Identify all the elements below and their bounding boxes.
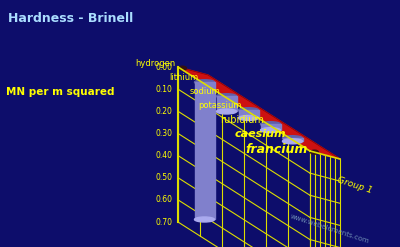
Ellipse shape — [238, 115, 258, 121]
Text: francium: francium — [246, 143, 308, 156]
Ellipse shape — [222, 94, 230, 98]
Ellipse shape — [266, 122, 274, 126]
Polygon shape — [238, 110, 258, 118]
Ellipse shape — [260, 122, 280, 127]
Text: 0.20: 0.20 — [155, 107, 172, 116]
Polygon shape — [194, 82, 214, 220]
Text: caesium: caesium — [234, 129, 286, 139]
Ellipse shape — [282, 136, 302, 141]
Polygon shape — [178, 67, 340, 159]
Ellipse shape — [200, 80, 208, 84]
Ellipse shape — [260, 128, 280, 133]
Text: lithium: lithium — [169, 73, 198, 82]
Ellipse shape — [310, 150, 318, 154]
Text: sodium: sodium — [189, 87, 220, 96]
Text: 0.10: 0.10 — [155, 85, 172, 94]
Ellipse shape — [244, 108, 252, 112]
Text: rubidium: rubidium — [220, 115, 264, 125]
Ellipse shape — [288, 136, 296, 140]
Text: 0.30: 0.30 — [155, 129, 172, 138]
Text: Hardness - Brinell: Hardness - Brinell — [8, 12, 133, 25]
Polygon shape — [282, 138, 302, 141]
Polygon shape — [216, 96, 236, 111]
Text: potassium: potassium — [198, 101, 242, 110]
Ellipse shape — [216, 94, 236, 99]
Ellipse shape — [238, 108, 258, 113]
Ellipse shape — [194, 80, 214, 85]
Text: Group 1: Group 1 — [336, 175, 374, 195]
Ellipse shape — [216, 109, 236, 114]
Text: 0.40: 0.40 — [155, 151, 172, 160]
Text: hydrogen: hydrogen — [136, 59, 176, 68]
Polygon shape — [260, 124, 280, 130]
Text: MN per m squared: MN per m squared — [6, 87, 114, 97]
Ellipse shape — [194, 217, 214, 222]
Text: 0.50: 0.50 — [155, 173, 172, 182]
Ellipse shape — [178, 66, 186, 70]
Text: 0.60: 0.60 — [155, 195, 172, 204]
Text: 0.00: 0.00 — [155, 62, 172, 71]
Ellipse shape — [282, 139, 302, 144]
Text: www.webelements.com: www.webelements.com — [290, 213, 370, 245]
Text: 0.70: 0.70 — [155, 218, 172, 226]
